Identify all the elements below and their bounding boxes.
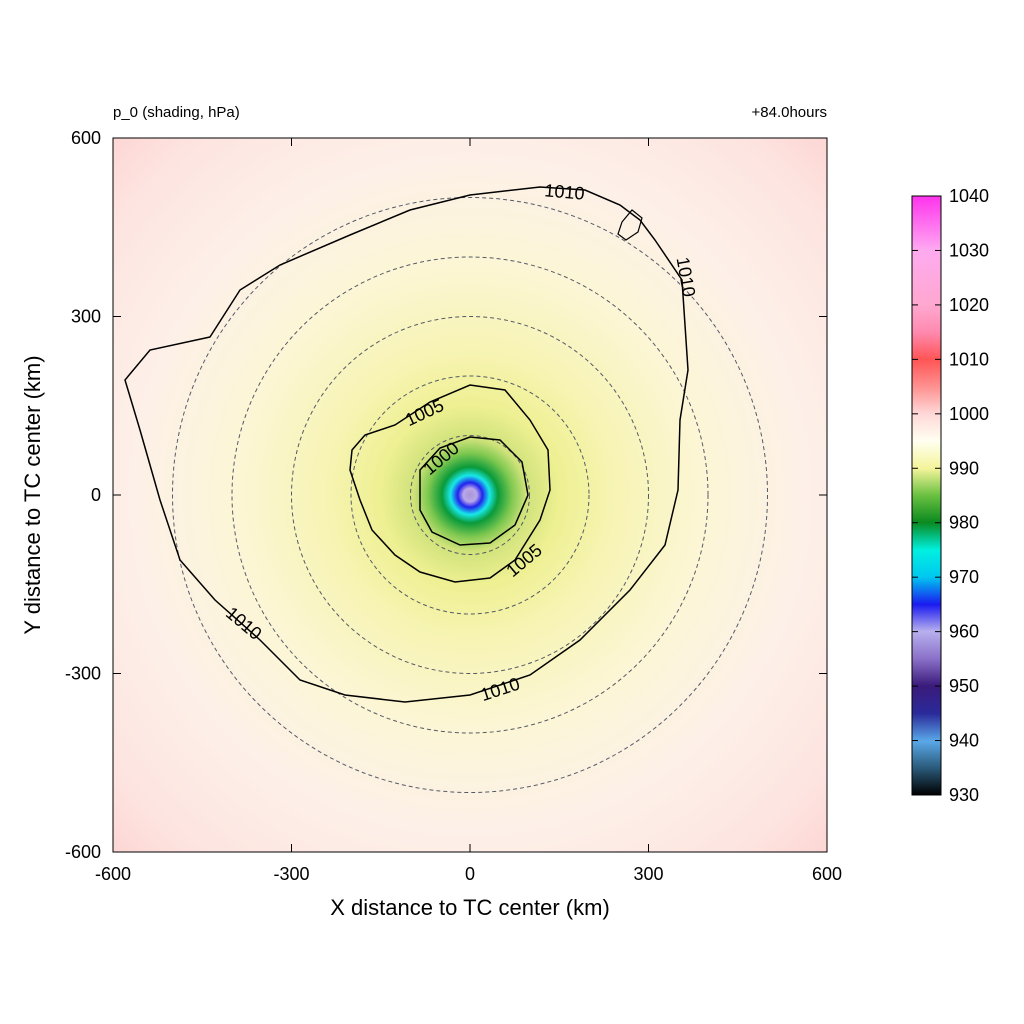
range-ring <box>231 256 709 734</box>
y-tick-label: -600 <box>65 842 101 862</box>
x-tick-label: -600 <box>95 864 131 884</box>
colorbar-tick-label: 1000 <box>949 404 989 424</box>
range-ring <box>172 197 768 793</box>
pressure-field <box>113 138 827 852</box>
range-ring <box>291 316 649 674</box>
colorbar-tick-label: 990 <box>949 458 979 478</box>
y-tick-label: 0 <box>91 485 101 505</box>
contour-1005 <box>349 384 551 583</box>
colorbar-tick-label: 980 <box>949 513 979 533</box>
x-axis-title: X distance to TC center (km) <box>330 895 610 920</box>
pressure-shading <box>113 138 827 852</box>
colorbar-tick-label: 960 <box>949 622 979 642</box>
colorbar-ticks: 1040 1030 1020 1010 1000 990 980 970 960 950 940 93… <box>912 186 989 805</box>
y-tick-label: 600 <box>71 128 101 148</box>
x-tick-label: 600 <box>812 864 842 884</box>
contour-label-1010-top: 1010 <box>544 180 586 203</box>
colorbar-tick-label: 940 <box>949 731 979 751</box>
colorbar-tick-label: 1020 <box>949 295 989 315</box>
time-label: +84.0hours <box>752 104 827 121</box>
contour-1010-island <box>617 209 643 241</box>
colorbar-tick-label: 930 <box>949 785 979 805</box>
y-tick-label: -300 <box>65 664 101 684</box>
colorbar-tick-label: 970 <box>949 567 979 587</box>
contour-1010 <box>124 186 689 703</box>
colorbar-tick-label: 1010 <box>949 349 989 369</box>
y-tick-label: 300 <box>71 307 101 327</box>
contour-1000 <box>419 436 529 546</box>
range-ring <box>410 435 530 555</box>
field-label: p_0 (shading, hPa) <box>113 104 240 121</box>
colorbar-tick-label: 1030 <box>949 240 989 260</box>
axis-ticks: -600 -300 0 300 600 600 300 0 -300 -600 <box>65 128 842 884</box>
range-ring <box>350 375 590 615</box>
colorbar: 1040 1030 1020 1010 1000 990 980 970 960 950 940 93… <box>911 186 989 805</box>
x-tick-label: 0 <box>465 864 475 884</box>
colorbar-tick-label: 1040 <box>949 186 989 206</box>
range-rings <box>172 197 768 793</box>
colorbar-tick-label: 950 <box>949 676 979 696</box>
y-axis-title: Y distance to TC center (km) <box>20 355 45 634</box>
x-tick-label: 300 <box>633 864 663 884</box>
colorbar-gradient <box>911 195 942 796</box>
x-tick-label: -300 <box>273 864 309 884</box>
